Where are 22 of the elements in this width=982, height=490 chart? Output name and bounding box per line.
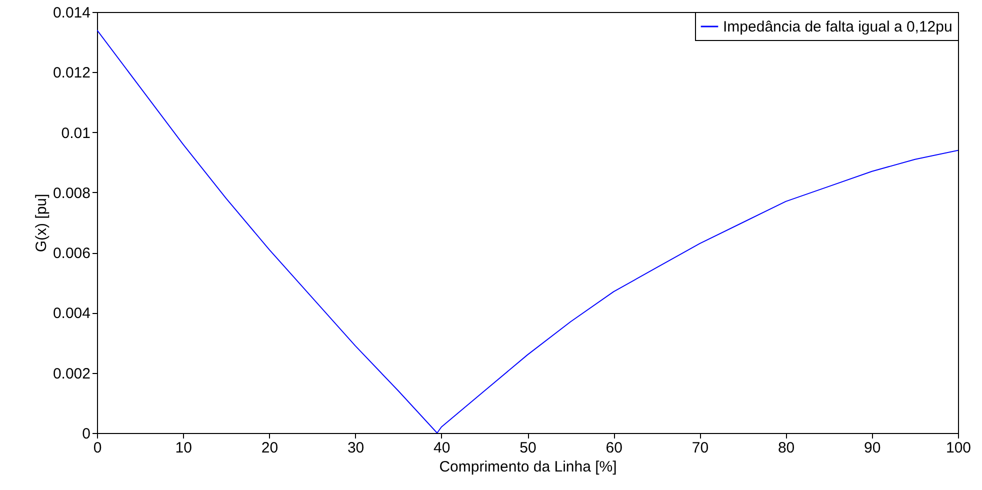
legend-label: Impedância de falta igual a 0,12pu (723, 18, 952, 36)
y-tick-label: 0.012 (52, 64, 90, 82)
x-tick-label: 10 (175, 440, 192, 456)
x-tick-label: 90 (864, 440, 881, 456)
y-tick-label: 0.006 (52, 245, 90, 262)
y-tick-label: 0.008 (52, 184, 90, 202)
x-axis-title: Comprimento da Linha [%] (439, 458, 617, 476)
x-tick-label: 70 (692, 440, 709, 456)
y-tick-label: 0.002 (52, 365, 90, 382)
x-tick-label: 60 (606, 440, 622, 456)
y-tick-label: 0.014 (52, 4, 90, 22)
y-tick-label: 0 (82, 426, 90, 442)
x-tick-label: 30 (347, 440, 364, 456)
x-tick-label: 100 (946, 440, 972, 456)
x-tick-label: 20 (261, 440, 278, 456)
y-tick-label: 0.004 (52, 305, 90, 322)
y-axis-title: G(x) [pu] (32, 194, 50, 252)
x-tick-label: 80 (778, 440, 795, 456)
x-tick-label: 0 (93, 440, 102, 456)
x-tick-label: 40 (434, 440, 450, 456)
x-tick-label: 50 (520, 440, 536, 456)
y-tick-label: 0.01 (61, 124, 90, 142)
